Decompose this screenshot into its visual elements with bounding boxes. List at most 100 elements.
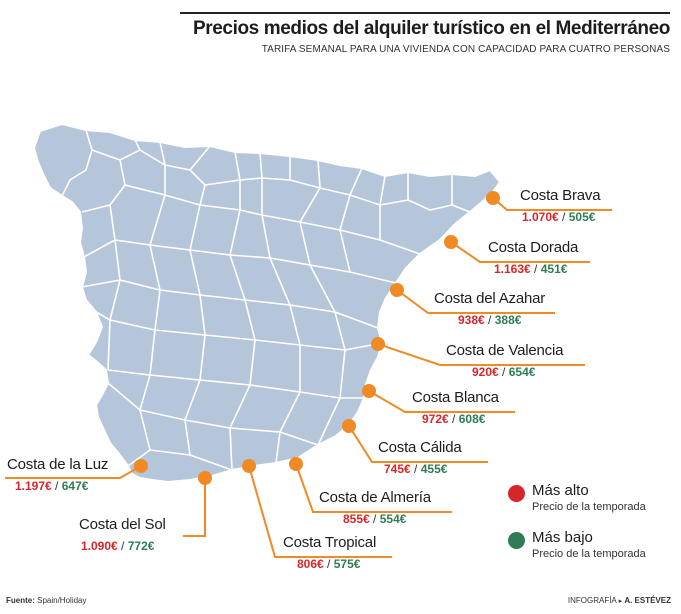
- page-title: Precios medios del alquiler turístico en…: [192, 18, 670, 39]
- province-border: [189, 151, 241, 186]
- location-name: Costa Blanca: [412, 389, 499, 406]
- leader-line: [348, 425, 488, 463]
- price-low: 654€: [508, 365, 536, 379]
- province-border: [91, 139, 142, 161]
- label-costa-tropical: Costa Tropical 806€ / 575€: [283, 534, 376, 572]
- location-prices: 855€ / 554€: [319, 511, 431, 527]
- location-name: Costa del Azahar: [434, 290, 546, 307]
- label-costa-del-azahar: Costa del Azahar 938€ / 388€: [434, 290, 545, 328]
- price-separator: /: [414, 462, 418, 476]
- legend-low-title: Más bajo: [532, 529, 593, 546]
- source-label: Fuente:: [6, 596, 35, 605]
- location-marker: [371, 337, 385, 351]
- location-prices: 1.197€ / 647€: [7, 478, 108, 494]
- price-low: 505€: [568, 210, 596, 224]
- province-border: [275, 431, 281, 464]
- leader-line: [248, 465, 392, 558]
- price-separator: /: [488, 313, 492, 327]
- price-separator: /: [502, 365, 506, 379]
- location-marker: [289, 457, 303, 471]
- credit-author: A. ESTÉVEZ: [624, 596, 671, 605]
- province-border: [279, 431, 319, 446]
- footer-source: Fuente: Spain/Holiday: [6, 596, 87, 605]
- location-prices: 1.070€ / 505€: [520, 209, 600, 225]
- location-marker: [486, 191, 500, 205]
- province-borders: [61, 129, 471, 471]
- province-border: [229, 427, 233, 471]
- location-name: Costa Tropical: [283, 534, 377, 551]
- province-border: [349, 271, 397, 284]
- price-separator: /: [327, 557, 331, 571]
- location-marker: [134, 459, 148, 473]
- price-separator: /: [55, 479, 59, 493]
- price-separator: /: [534, 262, 538, 276]
- price-separator: /: [452, 412, 456, 426]
- province-border: [317, 397, 341, 446]
- location-markers: [134, 191, 500, 485]
- price-separator: /: [121, 539, 125, 553]
- title-rule: [180, 12, 670, 14]
- location-prices: 920€ / 654€: [446, 364, 563, 380]
- price-high: 1.090€: [81, 539, 118, 553]
- source-value: Spain/Holiday: [37, 596, 87, 605]
- leader-line: [368, 390, 515, 413]
- location-prices: 1.163€ / 451€: [488, 261, 578, 277]
- price-high: 855€: [343, 512, 370, 526]
- location-name: Costa del Sol: [79, 516, 166, 533]
- price-high: 806€: [297, 557, 324, 571]
- province-border: [189, 454, 233, 471]
- label-costa-dorada: Costa Dorada 1.163€ / 451€: [488, 239, 578, 277]
- leader-line: [396, 289, 555, 314]
- price-high: 1.070€: [522, 210, 559, 224]
- footer-credit: INFOGRAFÍA ▸ A. ESTÉVEZ: [568, 596, 671, 605]
- price-low: 451€: [540, 262, 568, 276]
- location-marker: [390, 283, 404, 297]
- location-name: Costa de Valencia: [446, 342, 564, 359]
- price-low: 575€: [333, 557, 361, 571]
- price-high: 1.197€: [15, 479, 52, 493]
- location-prices: 938€ / 388€: [434, 312, 545, 328]
- legend-high-dot: [508, 485, 525, 502]
- province-border: [407, 174, 453, 211]
- page-subtitle: TARIFA SEMANAL PARA UNA VIVIENDA CON CAP…: [261, 44, 670, 55]
- price-low: 647€: [61, 479, 89, 493]
- legend-low-desc: Precio de la temporada: [532, 548, 646, 560]
- price-low: 388€: [494, 313, 522, 327]
- legend-high-desc: Precio de la temporada: [532, 501, 646, 513]
- price-low: 608€: [458, 412, 486, 426]
- location-name: Costa de la Luz: [7, 456, 109, 473]
- legend-high-title: Más alto: [532, 482, 589, 499]
- label-costa-brava: Costa Brava 1.070€ / 505€: [520, 187, 601, 225]
- leader-line: [5, 465, 142, 479]
- leader-lines: [5, 197, 612, 558]
- leader-line: [450, 241, 590, 263]
- location-prices: 1.090€ / 772€: [79, 538, 166, 554]
- location-name: Costa Dorada: [488, 239, 579, 256]
- label-costa-calida: Costa Cálida 745€ / 455€: [378, 439, 462, 477]
- credit-arrow-icon: ▸: [618, 598, 623, 605]
- location-prices: 972€ / 608€: [412, 411, 499, 427]
- province-border: [61, 129, 93, 197]
- price-high: 1.163€: [494, 262, 531, 276]
- price-low: 772€: [127, 539, 155, 553]
- price-separator: /: [562, 210, 566, 224]
- province-border: [379, 239, 421, 255]
- location-marker: [362, 384, 376, 398]
- location-prices: 806€ / 575€: [283, 556, 376, 572]
- leader-line: [295, 463, 452, 513]
- location-name: Costa Brava: [520, 187, 601, 204]
- location-marker: [342, 419, 356, 433]
- location-marker: [198, 471, 212, 485]
- location-name: Costa de Almería: [319, 489, 431, 506]
- price-low: 455€: [420, 462, 448, 476]
- price-separator: /: [373, 512, 377, 526]
- price-low: 554€: [379, 512, 407, 526]
- leader-line: [183, 478, 206, 537]
- label-costa-blanca: Costa Blanca 972€ / 608€: [412, 389, 499, 427]
- location-prices: 745€ / 455€: [378, 461, 461, 477]
- location-name: Costa Cálida: [378, 439, 462, 456]
- leader-line: [377, 343, 585, 366]
- price-high: 938€: [458, 313, 485, 327]
- label-costa-de-valencia: Costa de Valencia 920€ / 654€: [446, 342, 563, 380]
